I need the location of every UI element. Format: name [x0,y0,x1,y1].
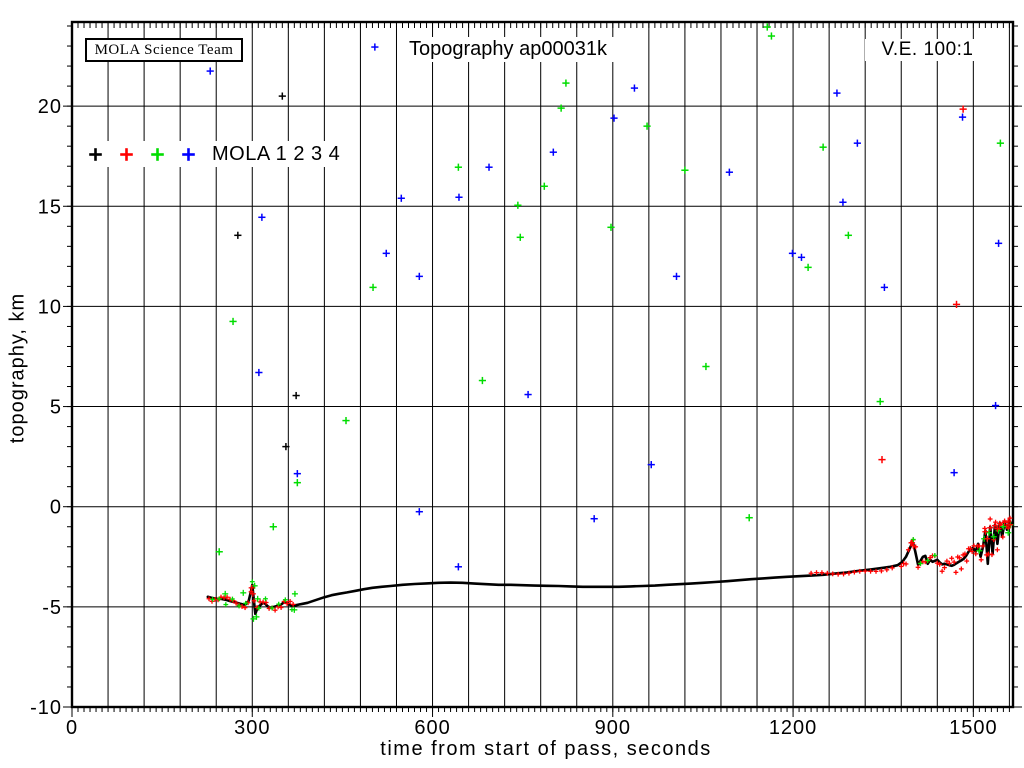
y-tick-label: -5 [42,597,62,619]
x-tick-label: 1200 [769,717,818,739]
x-tick-label: 600 [414,717,450,739]
y-tick-labels: -10 -5 0 5 10 15 20 [30,96,62,719]
legend: MOLA 1 2 3 4 [88,141,351,167]
plot-title: Topography ap00031k [398,37,618,62]
y-tick-label: 5 [50,397,62,419]
track-noise-overlay [206,515,1014,622]
credit-box-label: MOLA Science Team [94,41,234,58]
credit-box: MOLA Science Team [85,38,243,62]
plot-border [70,20,1015,709]
x-axis-title: time from start of pass, seconds [380,738,712,760]
y-tick-label: 15 [38,196,62,218]
legend-plus-icon-mola-1 [89,147,102,161]
x-tick-label: 1500 [949,717,998,739]
gridlines [72,22,1013,707]
y-tick-label: 20 [38,96,62,118]
x-tick-label: 300 [234,717,270,739]
y-tick-label: 0 [50,497,62,519]
x-tick-labels: 0 300 600 900 1200 1500 [66,717,998,739]
x-tick-label: 900 [595,717,631,739]
x-tick-label: 0 [66,717,78,739]
ground-track [206,519,1013,616]
vertical-exaggeration-label: V.E. 100:1 [865,39,990,61]
y-axis-title-text: topography, km [6,292,29,444]
legend-plus-icon-mola-2 [120,147,133,161]
legend-label: MOLA 1 2 3 4 [212,143,341,165]
legend-plus-icon-mola-3 [151,147,164,161]
legend-plus-icon-mola-4 [182,147,195,161]
axis-ticks [63,22,1022,717]
y-tick-label: 10 [38,296,62,318]
scatter-points [206,23,1004,571]
y-tick-label: -10 [30,697,62,719]
legend-markers [88,147,212,162]
